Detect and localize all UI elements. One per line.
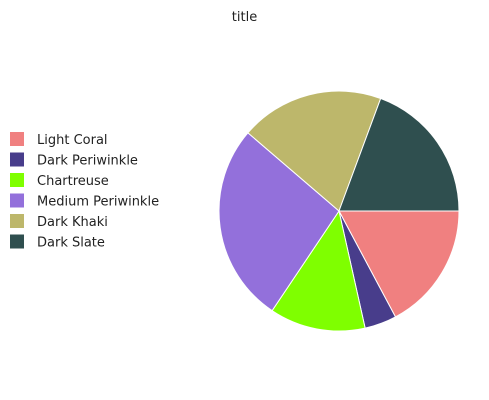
legend-swatch: [10, 234, 24, 249]
pie-slice: [271, 209, 366, 332]
legend-label: Light Coral: [37, 133, 108, 148]
legend-swatch: [10, 173, 24, 187]
legend-swatch: [10, 152, 24, 167]
legend-swatch: [10, 214, 24, 228]
pie-slice: [338, 210, 460, 318]
legend-swatch: [10, 132, 24, 146]
legend-swatch: [10, 193, 24, 208]
legend: Light Coral Dark Periwinkle Chartreuse Medi…: [10, 132, 159, 251]
pie-slices: [218, 90, 460, 332]
legend-label: Chartreuse: [37, 174, 109, 189]
pie-slice: [247, 90, 382, 212]
chart-title: title: [231, 10, 258, 25]
legend-label: Dark Slate: [37, 236, 105, 251]
pie-slice: [338, 97, 460, 212]
pie-slice: [218, 132, 340, 312]
legend-label: Dark Periwinkle: [37, 154, 138, 169]
legend-label: Medium Periwinkle: [37, 195, 159, 210]
legend-label: Dark Khaki: [37, 215, 108, 230]
